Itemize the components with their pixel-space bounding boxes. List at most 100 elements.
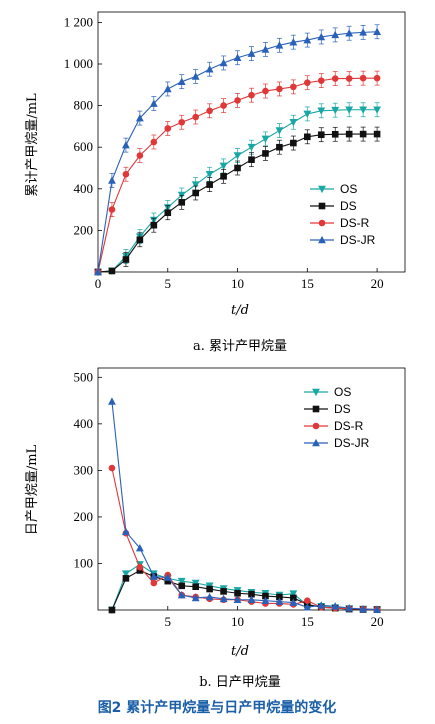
data-point-ds [178,199,186,206]
data-point-os [247,143,256,152]
data-point-ds-jr [247,49,256,57]
data-point-ds-jr [122,141,130,149]
data-point-ds [317,131,325,139]
data-point-ds-jr [289,598,298,606]
data-point-ds-r [108,464,116,472]
data-point-ds-jr [373,605,381,613]
y-tick-label: 200 [74,222,94,237]
data-point-ds-r [373,74,381,82]
data-point-ds-jr [359,28,368,36]
data-point-ds [136,236,144,244]
legend-marker [312,388,320,397]
data-point-ds-r [164,125,172,132]
data-point-ds [234,589,241,597]
data-point-ds-jr [345,29,354,37]
data-point-ds-jr [233,53,242,62]
data-point-ds-jr [247,595,256,604]
data-point-ds [164,577,172,585]
data-point-ds-jr [205,65,214,73]
data-point-ds [304,133,311,141]
data-point-ds-jr [219,58,228,67]
data-point-ds [276,593,283,601]
data-point-ds-r [178,118,186,126]
data-point-ds-jr [373,27,381,36]
data-point-ds-r [290,83,297,91]
legend-marker [318,235,326,244]
data-point-os [122,570,130,578]
data-point-ds-r [276,85,283,93]
data-point-ds-jr [261,596,270,604]
legend-label-ds: DS [334,402,351,416]
data-point-ds [122,575,130,582]
data-point-os [191,181,200,189]
data-point-ds-jr [261,45,270,53]
data-point-ds [290,594,297,602]
data-point-os [345,106,354,114]
data-point-ds-jr [303,603,312,611]
legend-label-os: OS [340,182,357,196]
data-point-ds [262,150,269,157]
data-point-ds-r [304,79,311,87]
data-point-ds [220,588,227,595]
x-tick-label: 10 [231,614,244,629]
chart-a-ylabel: 累计产甲烷量/mL [25,93,40,197]
data-point-ds-r [262,87,269,95]
data-point-ds [248,156,255,163]
y-tick-label: 400 [74,181,94,196]
data-point-ds [359,130,367,138]
data-point-ds [164,209,172,217]
y-tick-label: 200 [74,509,94,524]
data-point-ds-jr [275,41,284,49]
data-point-ds [206,181,213,188]
x-tick-label: 20 [371,276,384,291]
data-point-ds-jr [205,592,214,601]
data-point-ds-jr [163,84,172,93]
data-point-os [317,107,326,115]
data-point-ds-jr [317,601,326,609]
data-point-ds-jr [331,602,340,610]
legend-label-ds-jr: DS-JR [340,233,376,247]
x-tick-label: 15 [301,614,314,629]
data-point-ds-jr [331,30,340,39]
chart-b-ylabel: 日产甲烷量/mL [25,444,40,535]
legend-marker [312,405,320,413]
data-point-ds-jr [177,77,186,85]
data-point-ds [262,592,269,600]
y-tick-label: 1 200 [64,14,93,29]
data-point-ds-jr [94,267,102,276]
y-tick-label: 800 [74,98,94,113]
data-point-os [233,152,242,160]
data-point-ds-r [108,206,116,213]
x-tick-label: 15 [301,276,314,291]
chart-cumulative-methane: 累计产甲烷量/mL t/d a. 累计产甲烷量 0 5 10 15 20 200 400 60… [25,11,406,354]
data-point-ds-jr [191,72,200,80]
data-point-os [373,106,381,114]
y-tick-label: 1 000 [64,56,93,71]
data-point-ds-jr [177,591,186,599]
plot-frame [97,367,406,611]
legend-marker [312,422,320,430]
data-point-os [205,170,214,179]
data-point-ds [276,143,283,151]
chart-daily-methane: 日产甲烷量/mL t/d b. 日产甲烷量 5 10 15 20 100 200 300 40… [25,367,406,690]
data-point-ds-r [345,75,353,82]
series-line-ds-r [111,467,378,611]
data-point-ds [178,582,186,590]
legend: OS DS DS-R DS-JR [310,182,376,247]
data-point-ds-r [122,170,130,178]
plot-frame [97,11,406,273]
data-point-ds-r [248,91,255,99]
data-point-ds [108,606,116,614]
data-point-ds-r [317,77,325,84]
data-point-ds [192,583,199,591]
chart-a-xlabel: t/d [231,303,249,318]
legend-label-ds-jr: DS-JR [334,436,370,450]
data-point-ds-r [192,113,199,121]
y-tick-label: 400 [74,416,94,431]
data-point-ds-r [234,97,241,104]
chart-b-caption: b. 日产甲烷量 [199,675,281,690]
data-point-ds [290,139,297,147]
x-tick-label: 5 [165,276,172,291]
legend-label-ds-r: DS-R [340,216,370,230]
